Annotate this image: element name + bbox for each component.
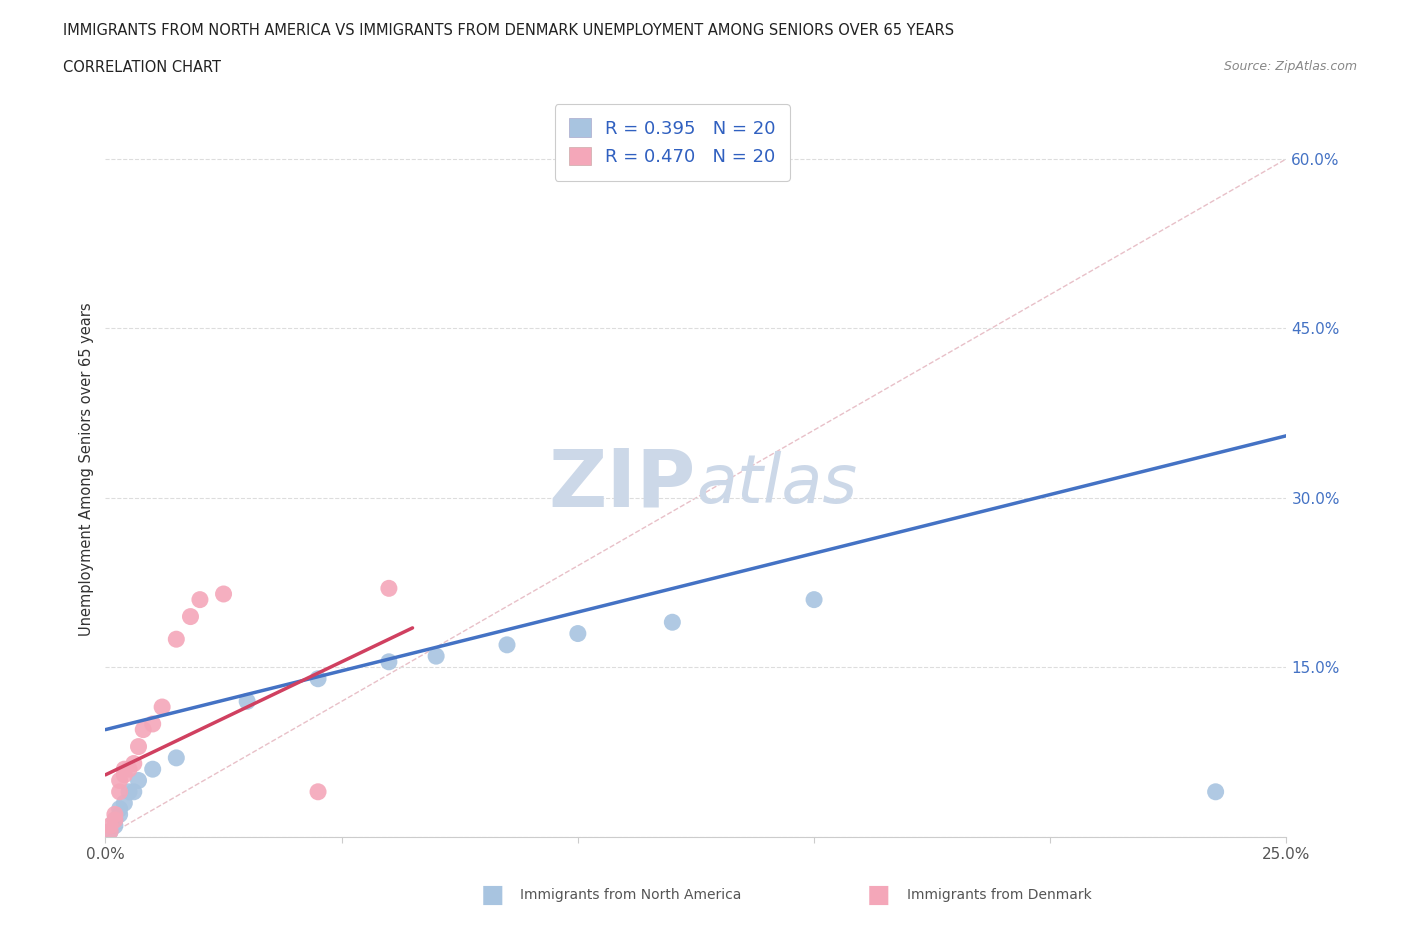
- Text: Immigrants from Denmark: Immigrants from Denmark: [907, 887, 1091, 902]
- Point: [128, 739, 150, 754]
- Text: IMMIGRANTS FROM NORTH AMERICA VS IMMIGRANTS FROM DENMARK UNEMPLOYMENT AMONG SENI: IMMIGRANTS FROM NORTH AMERICA VS IMMIGRA…: [63, 23, 955, 38]
- Point: [98, 824, 121, 839]
- Point: [112, 796, 135, 811]
- Point: [803, 592, 825, 607]
- Point: [104, 807, 127, 822]
- Point: [132, 723, 155, 737]
- Point: [661, 615, 683, 630]
- Point: [179, 609, 201, 624]
- Point: [128, 773, 150, 788]
- Text: Immigrants from North America: Immigrants from North America: [520, 887, 741, 902]
- Point: [142, 762, 165, 777]
- Point: [307, 784, 329, 799]
- Point: [496, 637, 519, 652]
- Point: [122, 756, 145, 771]
- Text: atlas: atlas: [696, 451, 858, 517]
- Y-axis label: Unemployment Among Seniors over 65 years: Unemployment Among Seniors over 65 years: [79, 303, 94, 636]
- Point: [104, 813, 127, 828]
- Point: [108, 807, 131, 822]
- Point: [108, 784, 131, 799]
- Point: [212, 587, 235, 602]
- Point: [108, 802, 131, 817]
- Text: ■: ■: [481, 883, 503, 907]
- Text: ■: ■: [868, 883, 890, 907]
- Point: [150, 699, 173, 714]
- Point: [122, 784, 145, 799]
- Point: [98, 818, 121, 833]
- Point: [108, 773, 131, 788]
- Text: ZIP: ZIP: [548, 445, 696, 524]
- Point: [165, 631, 187, 646]
- Point: [236, 694, 259, 709]
- Point: [118, 762, 141, 777]
- Text: CORRELATION CHART: CORRELATION CHART: [63, 60, 221, 75]
- Point: [425, 649, 447, 664]
- Point: [378, 581, 401, 596]
- Text: Source: ZipAtlas.com: Source: ZipAtlas.com: [1223, 60, 1357, 73]
- Point: [165, 751, 187, 765]
- Point: [142, 716, 165, 731]
- Point: [567, 626, 589, 641]
- Point: [112, 767, 135, 782]
- Point: [104, 813, 127, 828]
- Point: [98, 824, 121, 839]
- Legend: R = 0.395   N = 20, R = 0.470   N = 20: R = 0.395 N = 20, R = 0.470 N = 20: [554, 104, 790, 180]
- Point: [1205, 784, 1227, 799]
- Point: [188, 592, 211, 607]
- Point: [118, 784, 141, 799]
- Point: [378, 655, 401, 670]
- Point: [112, 762, 135, 777]
- Point: [104, 818, 127, 833]
- Point: [307, 671, 329, 686]
